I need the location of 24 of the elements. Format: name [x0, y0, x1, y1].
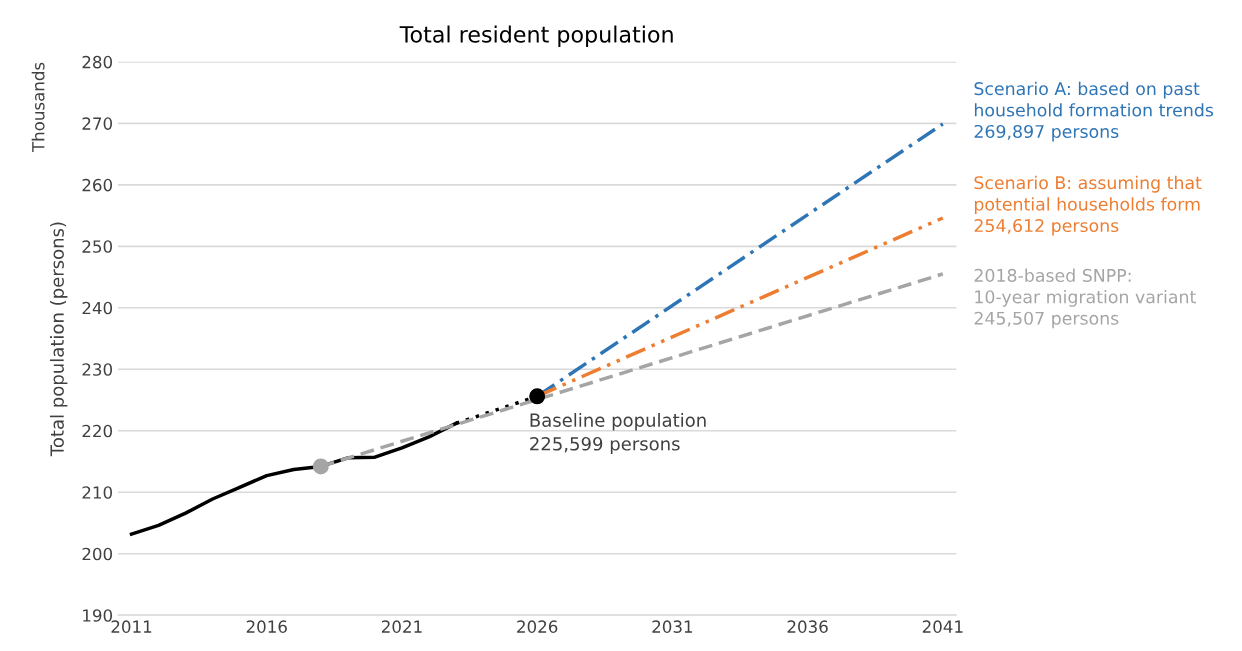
y-tick-label: 220: [82, 424, 113, 438]
x-tick-label: 2036: [787, 620, 828, 633]
x-tick-label: 2021: [381, 620, 422, 633]
x-tick-label: 2041: [922, 620, 963, 633]
y-axis-title: Total population (persons): [49, 222, 68, 457]
y-tick-label: 270: [82, 117, 113, 130]
y-tick-label: 260: [82, 178, 113, 192]
y-tick-label: 240: [82, 301, 113, 315]
y-tick-label: 210: [82, 486, 113, 499]
series-label: Scenario A: based on past household formation trends 269,897 persons: [974, 81, 1214, 142]
y-tick-label: 280: [82, 55, 113, 69]
x-tick-label: 2016: [246, 620, 287, 633]
series-label: Scenario B: assuming that potential households form 254,612 persons: [974, 175, 1202, 236]
text: Thousands: [31, 62, 45, 153]
y-tick-label: 190: [83, 609, 113, 622]
series-label: 2018-based SNPP: 10-year migration variant 245,507 persons: [974, 268, 1196, 329]
y-tick-label: 250: [82, 240, 113, 253]
x-tick-label: 2011: [111, 620, 152, 633]
x-tick-label: 2031: [652, 620, 693, 633]
x-tick-label: 2026: [517, 620, 558, 633]
annotation: Baseline population 225,599 persons: [530, 412, 706, 455]
chart-title: Total resident population: [399, 25, 673, 48]
y-tick-label: 230: [82, 363, 113, 376]
y-tick-label: 200: [82, 547, 113, 561]
